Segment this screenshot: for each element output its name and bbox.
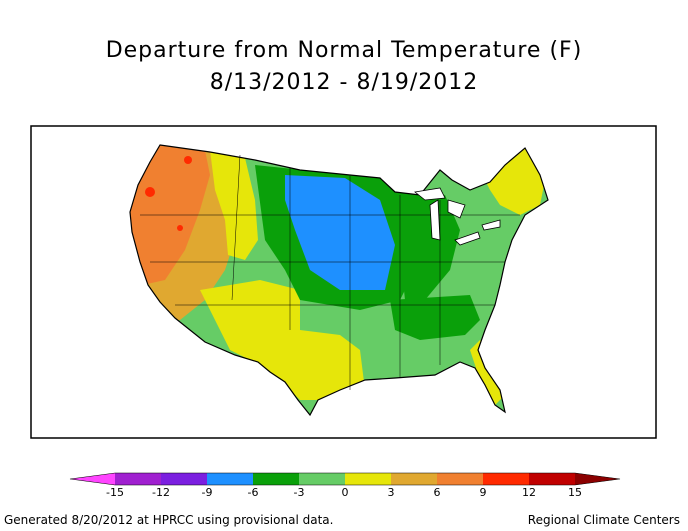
region-hot-spot-2: [184, 156, 192, 164]
map-subtitle: 8/13/2012 - 8/19/2012: [209, 70, 479, 95]
legend-tick-label: 0: [342, 486, 349, 499]
legend-tick-labels: -15 -12 -9 -6 -3 0 3 6 9 12 15: [106, 486, 582, 499]
region-hot-spot-1: [145, 187, 155, 197]
footer-generated-note: Generated 8/20/2012 at HPRCC using provi…: [4, 513, 334, 527]
legend-swatch: [207, 473, 253, 485]
legend-tick-label: -9: [202, 486, 213, 499]
legend-tick-label: 3: [388, 486, 395, 499]
region-hot-spot-3: [177, 225, 183, 231]
legend-swatch: [483, 473, 529, 485]
footer-credit: Regional Climate Centers: [527, 513, 680, 527]
legend-tick-label: 12: [522, 486, 536, 499]
legend-cap-high: [575, 473, 620, 485]
legend-swatch: [161, 473, 207, 485]
region-cool-southeast: [390, 295, 480, 340]
region-cold-central: [285, 175, 395, 290]
region-warm-southwest: [200, 280, 365, 400]
us-outline: [129, 144, 549, 417]
legend-swatch: [345, 473, 391, 485]
legend-swatch: [253, 473, 299, 485]
legend-swatch: [391, 473, 437, 485]
legend-outline: [69, 472, 621, 486]
great-lakes: [414, 187, 501, 246]
map-title: Departure from Normal Temperature (F): [105, 38, 583, 63]
legend-colorbar: [69, 472, 621, 486]
legend-tick-label: -3: [294, 486, 305, 499]
legend-cap-low: [70, 473, 115, 485]
legend-tick-label: 6: [434, 486, 441, 499]
legend-tick-label: 15: [568, 486, 582, 499]
legend-swatch: [437, 473, 483, 485]
legend-tick-label: 9: [480, 486, 487, 499]
region-warm-interior: [210, 150, 258, 260]
legend-swatch: [115, 473, 161, 485]
legend-tick-label: -12: [152, 486, 170, 499]
legend-tick-label: -15: [106, 486, 124, 499]
region-cool-midwest: [395, 190, 460, 300]
legend-tick-label: -6: [248, 486, 259, 499]
legend-swatch: [529, 473, 575, 485]
legend-swatch: [299, 473, 345, 485]
